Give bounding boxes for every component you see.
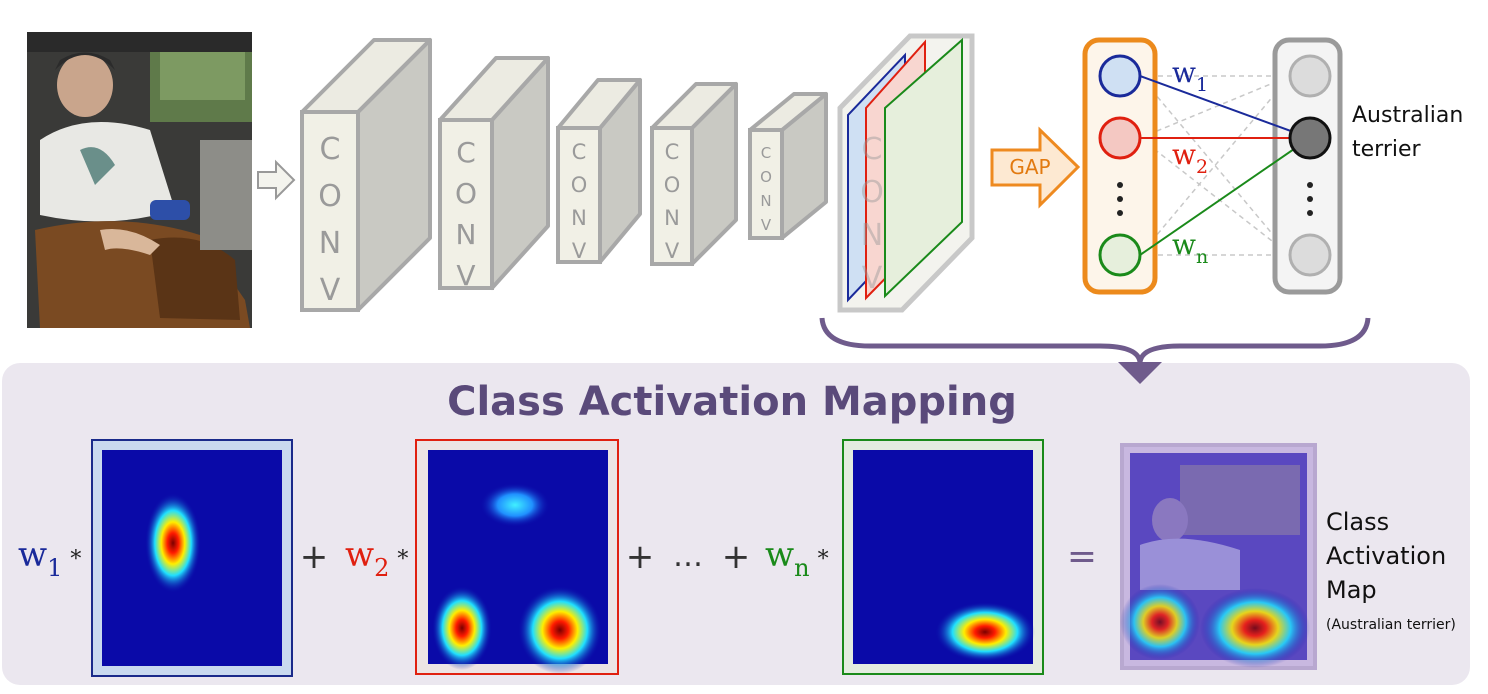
- plus: +: [722, 537, 751, 577]
- brace-arrow: [1118, 362, 1162, 384]
- conv-label: CONV: [757, 144, 775, 240]
- brace: [819, 317, 1371, 363]
- conv-label: CONV: [313, 132, 348, 320]
- result-label: Activation: [1326, 542, 1446, 570]
- input-photo: [27, 32, 252, 328]
- weight-label: w2: [1172, 138, 1208, 178]
- conv-label: CONV: [660, 140, 684, 272]
- conv-front: [650, 126, 694, 266]
- result-label: Class: [1326, 508, 1389, 536]
- conv-label: CONV: [450, 136, 483, 300]
- feature-maps: [837, 33, 975, 313]
- plus: +: [626, 537, 655, 577]
- result-label: Map: [1326, 576, 1377, 604]
- heatmap: [853, 450, 1035, 664]
- heatmap: [428, 450, 608, 674]
- conv-label: CONV: [855, 132, 890, 304]
- conv-front: [556, 126, 602, 264]
- equals: =: [1067, 536, 1097, 577]
- conv-front: [300, 110, 360, 312]
- cam-title: Class Activation Mapping: [447, 379, 1017, 425]
- conv-label: CONV: [567, 140, 591, 272]
- input-arrow: [257, 159, 296, 201]
- fc-layer: [1082, 37, 1343, 295]
- term-weight: w2 *: [345, 535, 408, 582]
- heatmap: [102, 450, 282, 666]
- conv-front: [748, 128, 784, 240]
- term-weight: w1 *: [18, 535, 81, 582]
- class-label: terrier: [1352, 137, 1422, 162]
- weight-label: w1: [1172, 56, 1208, 96]
- result-note: (Australian terrier): [1326, 617, 1456, 633]
- term-weight: wn *: [765, 535, 829, 582]
- class-label: Australian: [1352, 103, 1463, 128]
- result-map: [1120, 443, 1317, 670]
- plus: +: [300, 537, 329, 577]
- weight-label: wn: [1172, 228, 1208, 268]
- cam-panel: [2, 363, 1470, 685]
- conv-front: [438, 118, 494, 290]
- ellipsis: …: [673, 539, 703, 574]
- gap-label: GAP: [1009, 155, 1050, 179]
- gap-arrow: [990, 126, 1081, 209]
- conv-blocks: CONV CONV CONV CONV CONV: [300, 38, 828, 320]
